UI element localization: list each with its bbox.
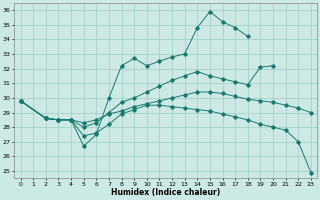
X-axis label: Humidex (Indice chaleur): Humidex (Indice chaleur) [111, 188, 220, 197]
